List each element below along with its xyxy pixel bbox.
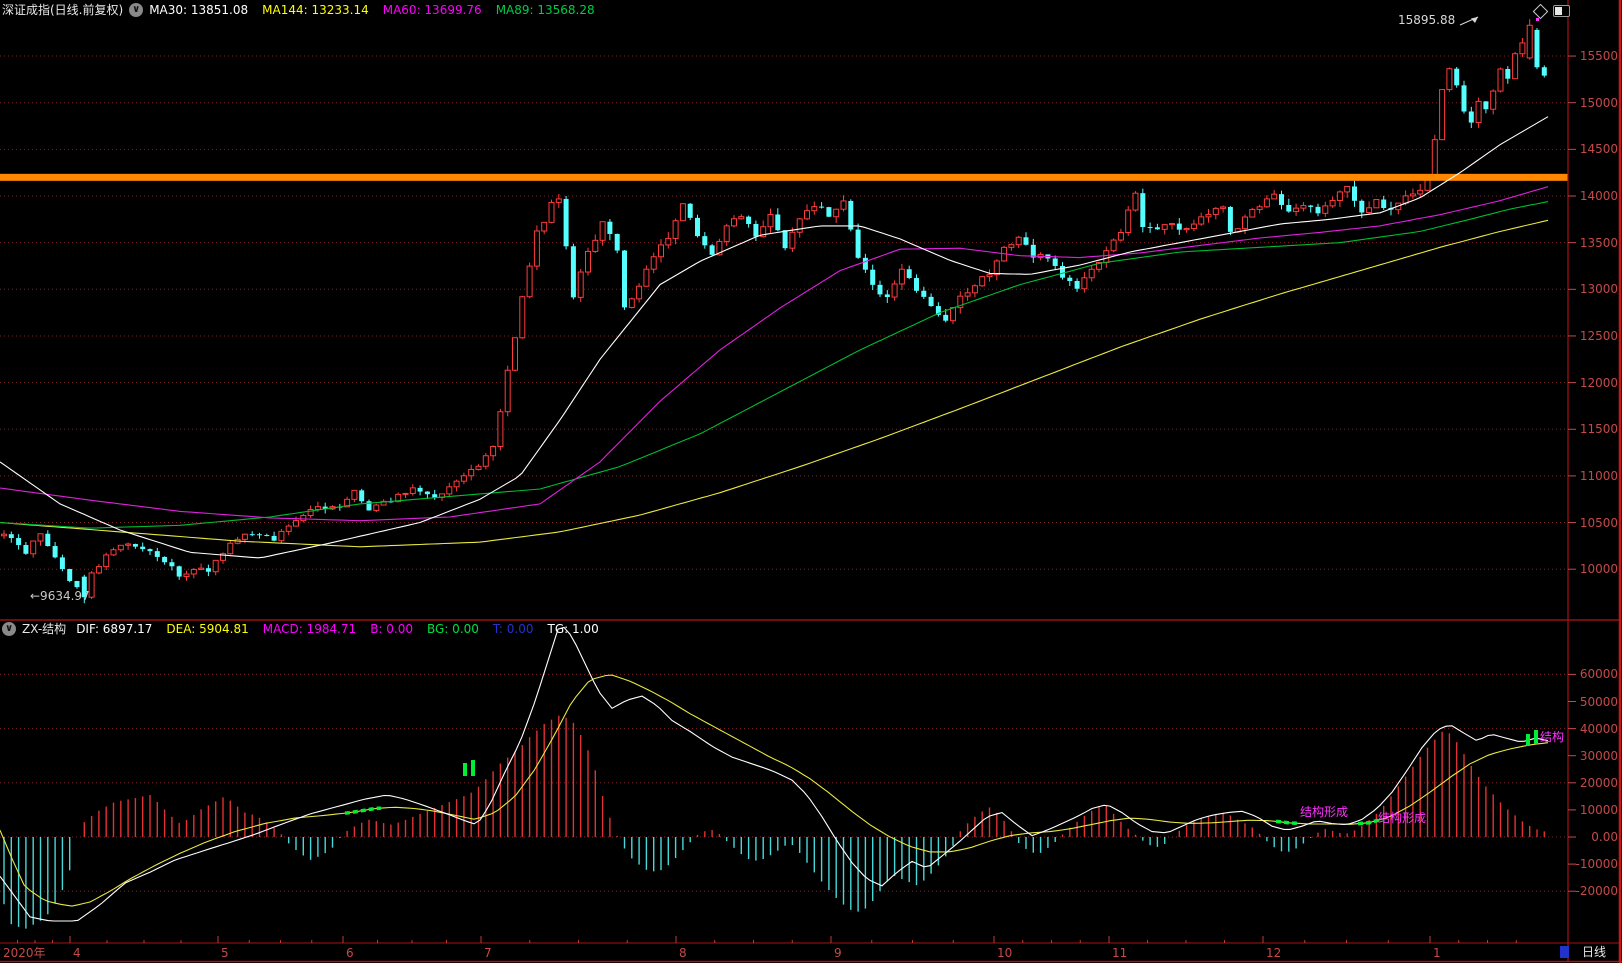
- ma-legend-item: MA89: 13568.28: [495, 3, 595, 17]
- structure-bar-marker: [463, 763, 467, 776]
- resistance-line: [0, 173, 1568, 181]
- indicator-axis-label: 30000: [1579, 749, 1618, 763]
- chart-title: 深证成指(日线.前复权): [2, 3, 124, 17]
- chevron-down-circle-icon[interactable]: ∨: [129, 3, 144, 17]
- period-label[interactable]: 日线: [1582, 945, 1607, 959]
- indicator-axis-label: -20000: [1575, 884, 1618, 898]
- structure-annotation: 结构形成: [1300, 805, 1349, 819]
- indicator-pane: [0, 626, 1549, 929]
- month-label: 12: [1266, 946, 1282, 960]
- indicator-legend-item: B: 0.00: [370, 622, 413, 636]
- gridlines: [0, 55, 1568, 892]
- indicator-axis-label: 60000: [1579, 667, 1618, 681]
- indicator-legend: DIF: 6897.17 DEA: 5904.81 MACD: 1984.71 B: …: [76, 622, 613, 636]
- ma-line-MA89: [0, 201, 1549, 529]
- structure-dash-marker: [1275, 819, 1301, 826]
- indicator-axis-label: 20000: [1579, 776, 1618, 790]
- month-label: 5: [221, 946, 229, 960]
- month-label: 11: [1112, 946, 1128, 960]
- structure-bar-marker: [471, 760, 475, 776]
- structure-dash-marker: [344, 806, 382, 815]
- price-axis-label: 11000: [1579, 469, 1618, 483]
- ma-line-MA30: [0, 116, 1549, 559]
- indicator-axis-label: 40000: [1579, 722, 1618, 736]
- indicator-legend-item: DIF: 6897.17: [76, 622, 153, 636]
- structure-annotation: 结构形成: [1378, 811, 1427, 825]
- month-label: 8: [679, 946, 687, 960]
- indicator-axis-label: -10000: [1575, 857, 1618, 871]
- main-chart-header: 深证成指(日线.前复权) ∨ MA30: 13851.08 MA144: 1323…: [2, 3, 609, 17]
- ma-legend-item: MA60: 13699.76: [382, 3, 482, 17]
- indicator-legend-item: T: 0.00: [492, 622, 534, 636]
- price-pane: [0, 19, 1568, 604]
- indicator-legend-item: BG: 0.00: [427, 622, 479, 636]
- ma-legend: MA30: 13851.08 MA144: 13233.14 MA60: 13699…: [149, 3, 608, 17]
- price-axis-label: 13000: [1579, 282, 1618, 296]
- price-axis-label: 14000: [1579, 189, 1618, 203]
- price-axis-label: 13500: [1579, 236, 1618, 250]
- structure-annotation: 结构: [1540, 731, 1565, 744]
- month-label: 1: [1433, 946, 1441, 960]
- price-axis-label: 15500: [1579, 49, 1618, 63]
- indicator-axis-label: 50000: [1579, 695, 1618, 709]
- indicator-axis-label: 10000: [1579, 803, 1618, 817]
- indicator-legend-item: MACD: 1984.71: [262, 622, 357, 636]
- scroll-indicator-chip[interactable]: [1560, 946, 1569, 958]
- year-label: 2020年: [3, 946, 46, 960]
- month-label: 9: [834, 946, 842, 960]
- month-label: 10: [997, 946, 1013, 960]
- price-axis-label: 11500: [1579, 422, 1618, 436]
- structure-bar-marker: [1526, 734, 1530, 746]
- structure-dash-marker: [1357, 817, 1383, 826]
- low-price-label: ←9634.97: [30, 589, 90, 603]
- high-price-label: 15895.88: [1398, 13, 1456, 27]
- month-label: 6: [346, 946, 354, 960]
- indicator-name: ZX-结构: [22, 622, 67, 636]
- price-axis-label: 15000: [1579, 96, 1618, 110]
- window-layout-icon[interactable]: [1553, 5, 1570, 17]
- ma-legend-item: MA30: 13851.08: [149, 3, 249, 17]
- dif-line: [0, 626, 1549, 922]
- price-axis-label: 12500: [1579, 329, 1618, 343]
- price-axis-label: 10500: [1579, 516, 1618, 530]
- price-axis-label: 10000: [1579, 562, 1618, 576]
- chevron-down-circle-icon[interactable]: ∨: [2, 622, 16, 636]
- ma-line-MA60: [0, 186, 1549, 522]
- price-axis-label: 14500: [1579, 142, 1618, 156]
- dea-line: [0, 674, 1549, 907]
- indicator-legend-item: DEA: 5904.81: [166, 622, 249, 636]
- annotations: [1459, 16, 1539, 26]
- indicator-header: ∨ ZX-结构 DIF: 6897.17 DEA: 5904.81 MACD: 19…: [2, 622, 613, 636]
- indicator-legend-item: TG: 1.00: [547, 622, 599, 636]
- month-label: 7: [484, 946, 492, 960]
- price-axis-label: 12000: [1579, 376, 1618, 390]
- month-label: 4: [73, 946, 81, 960]
- ma-line-MA144: [0, 219, 1549, 548]
- structure-bar-marker: [1534, 730, 1538, 744]
- indicator-axis-label: 0.00: [1591, 830, 1618, 844]
- ma-legend-item: MA144: 13233.14: [262, 3, 369, 17]
